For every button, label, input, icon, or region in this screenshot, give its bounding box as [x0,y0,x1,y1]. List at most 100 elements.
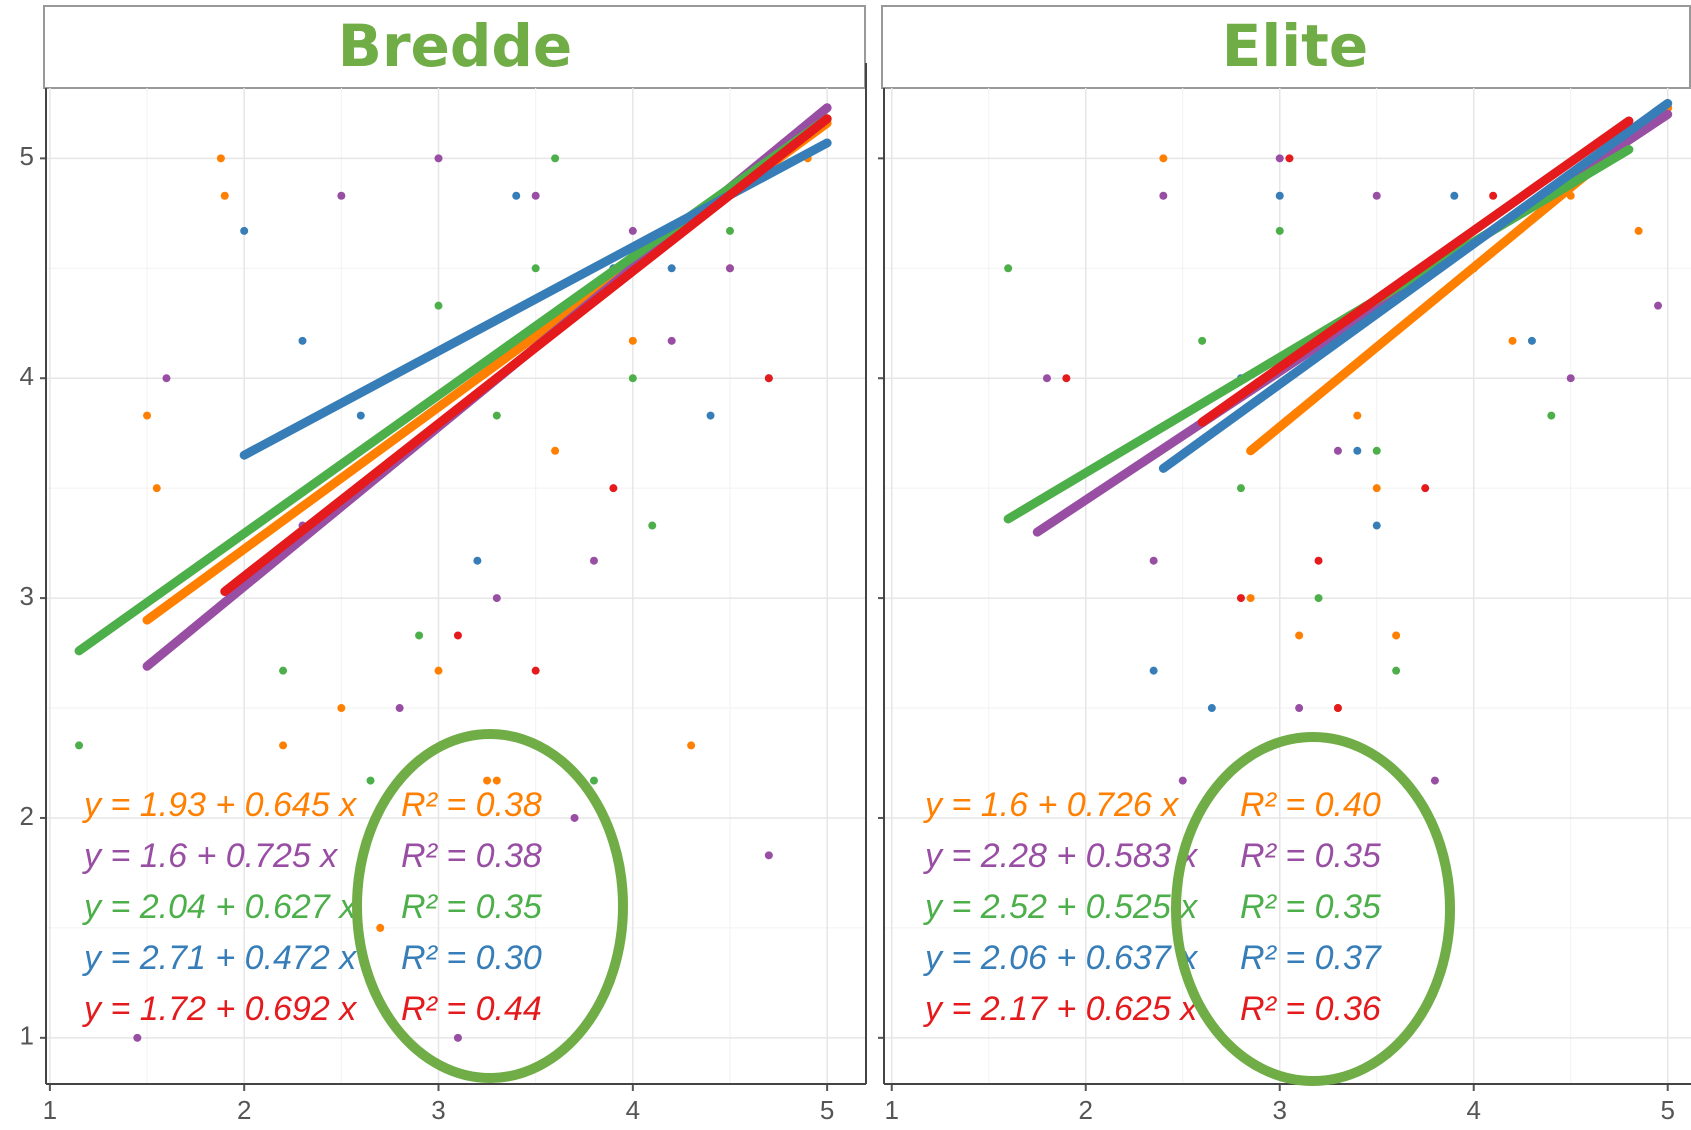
point [220,191,229,200]
point [1372,446,1381,455]
point [152,484,161,493]
point [512,191,521,200]
equation-label: y = 2.71 + 0.472 x [82,939,357,977]
equation-label: y = 2.28 + 0.583 x [923,837,1198,875]
y-tick-label: 4 [20,361,34,391]
equation-label: y = 1.93 + 0.645 x [82,786,357,824]
point [1634,226,1643,235]
point [531,666,540,675]
point [279,741,288,750]
point [492,776,501,785]
point [1508,336,1517,345]
point [1198,336,1207,345]
r2-label: R² = 0.36 [1240,990,1381,1028]
point [1314,594,1323,603]
point [337,191,346,200]
x-tick-label: 3 [1273,1095,1287,1125]
point [366,776,375,785]
equation-label: y = 1.6 + 0.725 x [82,837,338,875]
x-tick-label: 4 [626,1095,640,1125]
r2-label: R² = 0.35 [401,888,542,926]
highlight-ellipse [352,729,628,1083]
point [143,411,152,420]
point [1392,631,1401,640]
point [1275,226,1284,235]
point [434,301,443,310]
equation-label: y = 2.17 + 0.625 x [923,990,1198,1028]
x-tick-label: 3 [431,1095,445,1125]
point [609,484,618,493]
x-tick-label: 1 [43,1095,57,1125]
point [216,154,225,163]
point [1236,594,1245,603]
r2-label: R² = 0.38 [401,837,542,875]
regression-line [1003,145,1634,524]
y-tick-label: 5 [20,141,34,171]
point [337,704,346,713]
point [415,631,424,640]
point [570,813,579,822]
equation-label: y = 2.52 + 0.525 x [923,888,1198,926]
point [1353,411,1362,420]
r2-label: R² = 0.35 [1240,888,1381,926]
point [1372,521,1381,530]
point [1547,411,1556,420]
point [1372,191,1381,200]
point [551,154,560,163]
r2-label: R² = 0.35 [1240,837,1381,875]
point [240,226,249,235]
x-tick-label: 2 [1079,1095,1093,1125]
point [1421,484,1430,493]
regression-line [1197,116,1634,427]
point [473,556,482,565]
point [667,264,676,273]
point [1566,374,1575,383]
equation-label: y = 2.04 + 0.627 x [82,888,357,926]
point [725,226,734,235]
point [483,776,492,785]
facet-strip [43,5,866,89]
point [133,1033,142,1042]
x-tick-label: 1 [885,1095,899,1125]
point [589,556,598,565]
point [434,154,443,163]
point [1207,704,1216,713]
r2-label: R² = 0.40 [1240,786,1381,824]
point [1159,154,1168,163]
point [1450,191,1459,200]
r2-label: R² = 0.44 [401,990,542,1028]
point [162,374,171,383]
facet-strip [881,5,1691,89]
point [1236,484,1245,493]
equation-label: y = 1.72 + 0.692 x [82,990,357,1028]
point [1430,776,1439,785]
point [1004,264,1013,273]
point [75,741,84,750]
point [531,191,540,200]
point [453,1033,462,1042]
point [1149,666,1158,675]
point [376,923,385,932]
plots: 1 2 3 4 5 1 2 3 4 5 y = 1.93 + 0.645 x R² = 0.38 y =… [20,63,1691,1125]
point [395,704,404,713]
point [1246,594,1255,603]
regression-line [220,114,832,596]
point [1149,556,1158,565]
point [725,264,734,273]
x-tick-label: 2 [237,1095,251,1125]
facet-title: Elite [1222,12,1368,80]
point [589,776,598,785]
regression-line [1158,98,1673,473]
point [706,411,715,420]
x-tick-label: 5 [1660,1095,1674,1125]
y-tick-label: 1 [20,1021,34,1051]
point [492,411,501,420]
facet-title: Bredde [338,12,573,80]
equation-label: y = 2.06 + 0.637 x [923,939,1198,977]
point [1159,191,1168,200]
point [1372,484,1381,493]
point [628,336,637,345]
point [298,336,307,345]
point [1178,776,1187,785]
